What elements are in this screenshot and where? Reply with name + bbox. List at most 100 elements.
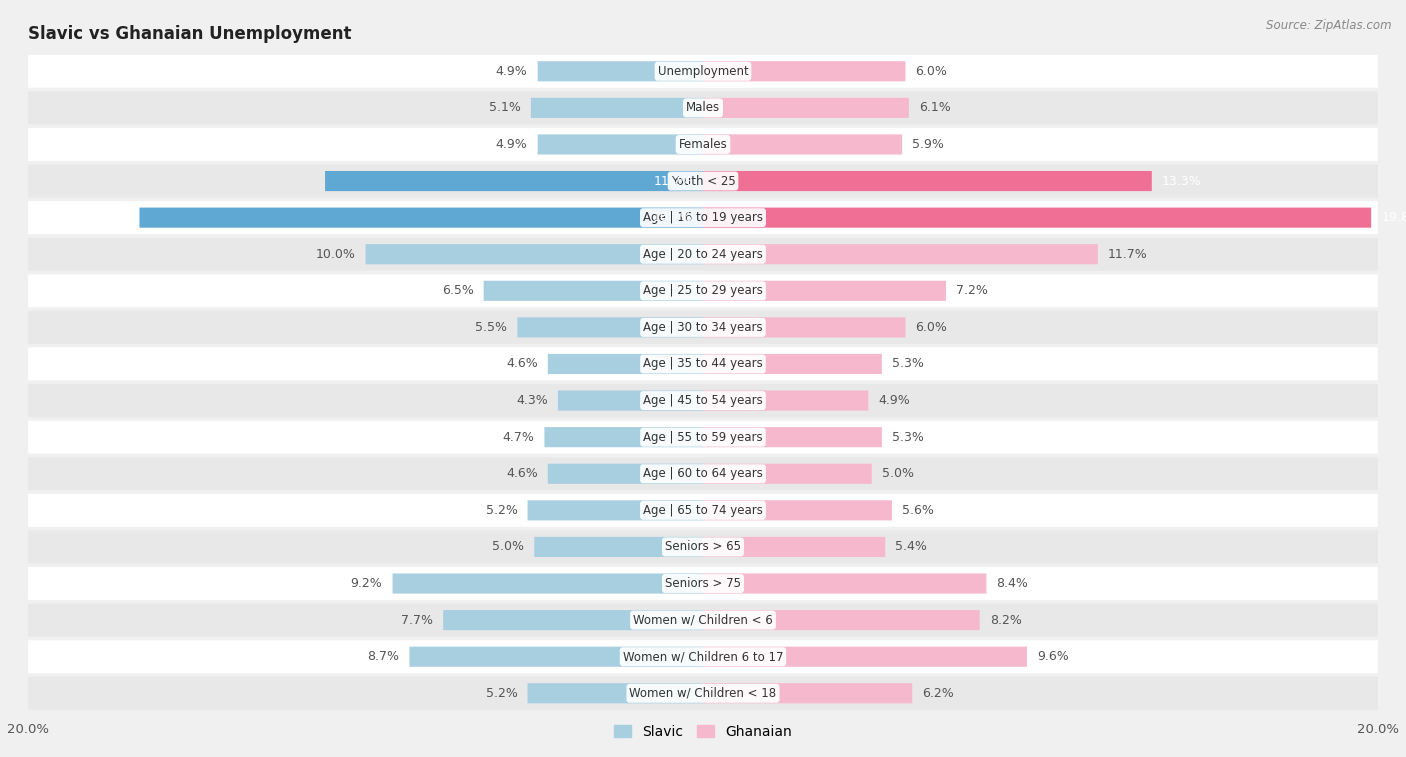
FancyBboxPatch shape xyxy=(548,464,703,484)
Text: 19.8%: 19.8% xyxy=(1381,211,1406,224)
FancyBboxPatch shape xyxy=(484,281,703,301)
FancyBboxPatch shape xyxy=(409,646,703,667)
Text: 6.0%: 6.0% xyxy=(915,65,948,78)
Text: 5.2%: 5.2% xyxy=(485,504,517,517)
Text: 10.0%: 10.0% xyxy=(315,248,356,260)
FancyBboxPatch shape xyxy=(703,391,869,410)
FancyBboxPatch shape xyxy=(703,610,980,630)
FancyBboxPatch shape xyxy=(558,391,703,410)
FancyBboxPatch shape xyxy=(28,347,1378,381)
FancyBboxPatch shape xyxy=(537,135,703,154)
Text: 5.3%: 5.3% xyxy=(891,357,924,370)
Text: Seniors > 65: Seniors > 65 xyxy=(665,540,741,553)
FancyBboxPatch shape xyxy=(28,603,1378,637)
Text: 4.9%: 4.9% xyxy=(879,394,910,407)
Text: 4.7%: 4.7% xyxy=(502,431,534,444)
FancyBboxPatch shape xyxy=(28,238,1378,271)
Text: 8.4%: 8.4% xyxy=(997,577,1028,590)
Text: Age | 65 to 74 years: Age | 65 to 74 years xyxy=(643,504,763,517)
FancyBboxPatch shape xyxy=(703,61,905,81)
FancyBboxPatch shape xyxy=(703,245,1098,264)
Text: Women w/ Children < 6: Women w/ Children < 6 xyxy=(633,614,773,627)
FancyBboxPatch shape xyxy=(366,245,703,264)
FancyBboxPatch shape xyxy=(28,92,1378,124)
Text: Age | 16 to 19 years: Age | 16 to 19 years xyxy=(643,211,763,224)
FancyBboxPatch shape xyxy=(703,500,891,520)
Text: 6.0%: 6.0% xyxy=(915,321,948,334)
Text: 8.7%: 8.7% xyxy=(367,650,399,663)
FancyBboxPatch shape xyxy=(139,207,703,228)
FancyBboxPatch shape xyxy=(703,98,908,118)
FancyBboxPatch shape xyxy=(703,427,882,447)
Text: 4.9%: 4.9% xyxy=(496,138,527,151)
Text: 5.0%: 5.0% xyxy=(882,467,914,480)
FancyBboxPatch shape xyxy=(527,500,703,520)
Text: 9.2%: 9.2% xyxy=(350,577,382,590)
FancyBboxPatch shape xyxy=(703,646,1026,667)
FancyBboxPatch shape xyxy=(28,421,1378,453)
FancyBboxPatch shape xyxy=(28,311,1378,344)
FancyBboxPatch shape xyxy=(28,531,1378,563)
Text: Age | 20 to 24 years: Age | 20 to 24 years xyxy=(643,248,763,260)
Text: Age | 35 to 44 years: Age | 35 to 44 years xyxy=(643,357,763,370)
FancyBboxPatch shape xyxy=(28,164,1378,198)
Text: 8.2%: 8.2% xyxy=(990,614,1022,627)
FancyBboxPatch shape xyxy=(392,574,703,593)
FancyBboxPatch shape xyxy=(703,171,1152,191)
Text: Seniors > 75: Seniors > 75 xyxy=(665,577,741,590)
Text: Slavic vs Ghanaian Unemployment: Slavic vs Ghanaian Unemployment xyxy=(28,25,352,43)
FancyBboxPatch shape xyxy=(28,567,1378,600)
Text: Age | 25 to 29 years: Age | 25 to 29 years xyxy=(643,285,763,298)
FancyBboxPatch shape xyxy=(517,317,703,338)
Text: 6.5%: 6.5% xyxy=(441,285,474,298)
Text: 5.6%: 5.6% xyxy=(903,504,934,517)
Text: 6.2%: 6.2% xyxy=(922,687,955,699)
Text: 4.9%: 4.9% xyxy=(496,65,527,78)
FancyBboxPatch shape xyxy=(703,574,987,593)
FancyBboxPatch shape xyxy=(28,384,1378,417)
FancyBboxPatch shape xyxy=(703,317,905,338)
FancyBboxPatch shape xyxy=(28,640,1378,673)
FancyBboxPatch shape xyxy=(28,494,1378,527)
FancyBboxPatch shape xyxy=(703,537,886,557)
Text: Age | 60 to 64 years: Age | 60 to 64 years xyxy=(643,467,763,480)
Legend: Slavic, Ghanaian: Slavic, Ghanaian xyxy=(609,719,797,744)
Text: 5.1%: 5.1% xyxy=(489,101,520,114)
Text: Females: Females xyxy=(679,138,727,151)
Text: 4.3%: 4.3% xyxy=(516,394,548,407)
FancyBboxPatch shape xyxy=(443,610,703,630)
Text: 5.3%: 5.3% xyxy=(891,431,924,444)
Text: Source: ZipAtlas.com: Source: ZipAtlas.com xyxy=(1267,19,1392,32)
Text: 7.2%: 7.2% xyxy=(956,285,988,298)
Text: Age | 30 to 34 years: Age | 30 to 34 years xyxy=(643,321,763,334)
Text: Women w/ Children 6 to 17: Women w/ Children 6 to 17 xyxy=(623,650,783,663)
Text: Youth < 25: Youth < 25 xyxy=(671,175,735,188)
FancyBboxPatch shape xyxy=(703,464,872,484)
FancyBboxPatch shape xyxy=(703,207,1371,228)
Text: Women w/ Children < 18: Women w/ Children < 18 xyxy=(630,687,776,699)
Text: 6.1%: 6.1% xyxy=(920,101,950,114)
Text: 5.9%: 5.9% xyxy=(912,138,943,151)
FancyBboxPatch shape xyxy=(531,98,703,118)
Text: Males: Males xyxy=(686,101,720,114)
FancyBboxPatch shape xyxy=(703,135,903,154)
Text: 11.7%: 11.7% xyxy=(1108,248,1147,260)
Text: 5.0%: 5.0% xyxy=(492,540,524,553)
FancyBboxPatch shape xyxy=(28,274,1378,307)
FancyBboxPatch shape xyxy=(703,281,946,301)
FancyBboxPatch shape xyxy=(548,354,703,374)
Text: 7.7%: 7.7% xyxy=(401,614,433,627)
FancyBboxPatch shape xyxy=(28,201,1378,234)
Text: 5.2%: 5.2% xyxy=(485,687,517,699)
Text: Age | 45 to 54 years: Age | 45 to 54 years xyxy=(643,394,763,407)
Text: 4.6%: 4.6% xyxy=(506,467,537,480)
Text: Unemployment: Unemployment xyxy=(658,65,748,78)
FancyBboxPatch shape xyxy=(28,55,1378,88)
Text: 4.6%: 4.6% xyxy=(506,357,537,370)
FancyBboxPatch shape xyxy=(28,128,1378,161)
Text: 5.4%: 5.4% xyxy=(896,540,927,553)
FancyBboxPatch shape xyxy=(537,61,703,81)
Text: 11.2%: 11.2% xyxy=(654,175,693,188)
FancyBboxPatch shape xyxy=(534,537,703,557)
Text: 9.6%: 9.6% xyxy=(1038,650,1069,663)
